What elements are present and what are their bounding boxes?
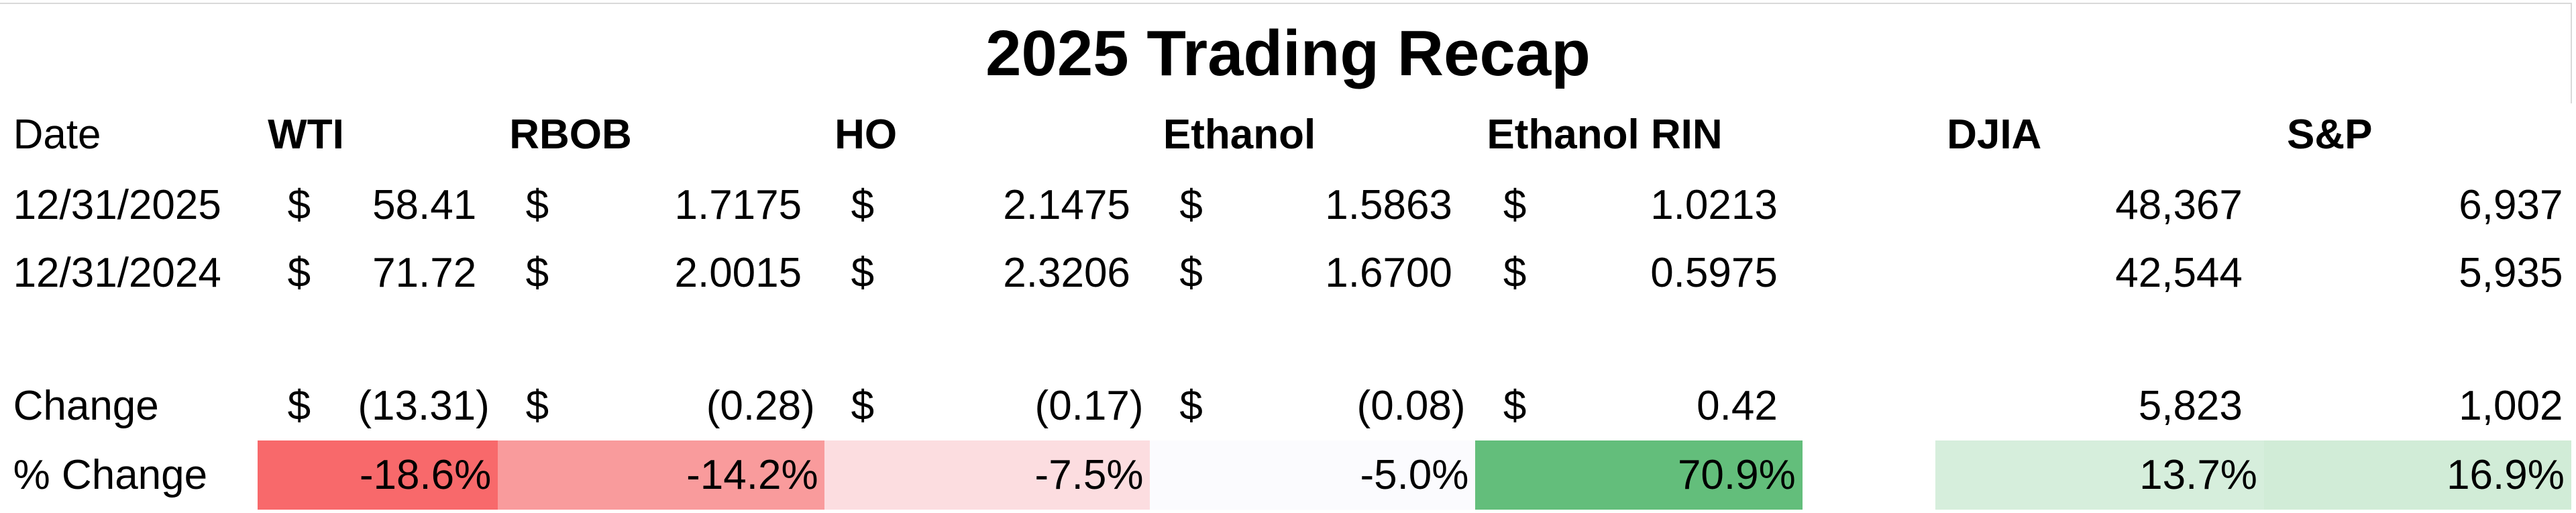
currency-symbol: $ <box>1503 182 1527 229</box>
column-header: HO <box>835 111 898 158</box>
cell-value: 70.9% <box>1677 451 1796 498</box>
currency-symbol: $ <box>287 249 311 296</box>
cell-value: 1,002 <box>2459 382 2563 429</box>
cell-value: (0.17) <box>1034 382 1144 429</box>
currency-symbol: $ <box>287 182 311 229</box>
currency-symbol: $ <box>1503 249 1527 296</box>
cell-value: 1.6700 <box>1325 249 1452 296</box>
cell-value: (0.08) <box>1356 382 1466 429</box>
cell-value: 16.9% <box>2447 451 2565 498</box>
cell-value: 5,935 <box>2459 249 2563 296</box>
cell-fill <box>2263 440 2571 510</box>
currency-symbol: $ <box>1179 249 1203 296</box>
title: 2025 Trading Recap <box>985 17 1591 89</box>
cell-fill <box>258 440 498 510</box>
column-header: Ethanol RIN <box>1487 111 1723 158</box>
cell-value: 58.41 <box>372 182 477 229</box>
currency-symbol: $ <box>851 182 875 229</box>
cell-fill <box>1475 440 1803 510</box>
row-label: % Change <box>13 451 208 498</box>
cell-value: 2.1475 <box>1003 182 1130 229</box>
currency-symbol: $ <box>287 382 311 429</box>
cell-value: 2.0015 <box>674 249 802 296</box>
column-header: S&P <box>2287 111 2373 158</box>
cell-value: 48,367 <box>2115 182 2243 229</box>
currency-symbol: $ <box>525 182 549 229</box>
currency-symbol: $ <box>525 249 549 296</box>
cell-value: (13.31) <box>358 382 490 429</box>
cell-fill <box>1150 440 1476 510</box>
currency-symbol: $ <box>1503 382 1527 429</box>
currency-symbol: $ <box>851 382 875 429</box>
cell-fill <box>1935 440 2264 510</box>
column-header: Ethanol <box>1163 111 1316 158</box>
cell-value: 0.42 <box>1697 382 1778 429</box>
column-header: RBOB <box>509 111 632 158</box>
cell-value: 1.7175 <box>674 182 802 229</box>
cell-value: -7.5% <box>1034 451 1144 498</box>
cell-value: 71.72 <box>372 249 477 296</box>
currency-symbol: $ <box>851 249 875 296</box>
currency-symbol: $ <box>1179 182 1203 229</box>
cell-value: 0.5975 <box>1650 249 1778 296</box>
cell-value: 1.0213 <box>1650 182 1778 229</box>
row-label: Change <box>13 382 159 429</box>
border <box>0 3 2571 4</box>
cell-value: 6,937 <box>2459 182 2563 229</box>
cell-fill <box>498 440 825 510</box>
border <box>2571 3 2572 103</box>
cell-fill <box>824 440 1150 510</box>
cell-value: -18.6% <box>359 451 492 498</box>
cell-value: 5,823 <box>2138 382 2243 429</box>
currency-symbol: $ <box>525 382 549 429</box>
cell-value: -14.2% <box>686 451 818 498</box>
cell-value: 1.5863 <box>1325 182 1452 229</box>
cell-value: 2.3206 <box>1003 249 1130 296</box>
cell-value: (0.28) <box>706 382 815 429</box>
column-header: Date <box>13 111 101 158</box>
cell-value: 13.7% <box>2139 451 2257 498</box>
currency-symbol: $ <box>1179 382 1203 429</box>
column-header: DJIA <box>1947 111 2042 158</box>
cell-value: -5.0% <box>1360 451 1469 498</box>
row-label: 12/31/2025 <box>13 182 221 229</box>
cell-value: 42,544 <box>2115 249 2243 296</box>
column-header: WTI <box>268 111 344 158</box>
row-label: 12/31/2024 <box>13 249 221 296</box>
